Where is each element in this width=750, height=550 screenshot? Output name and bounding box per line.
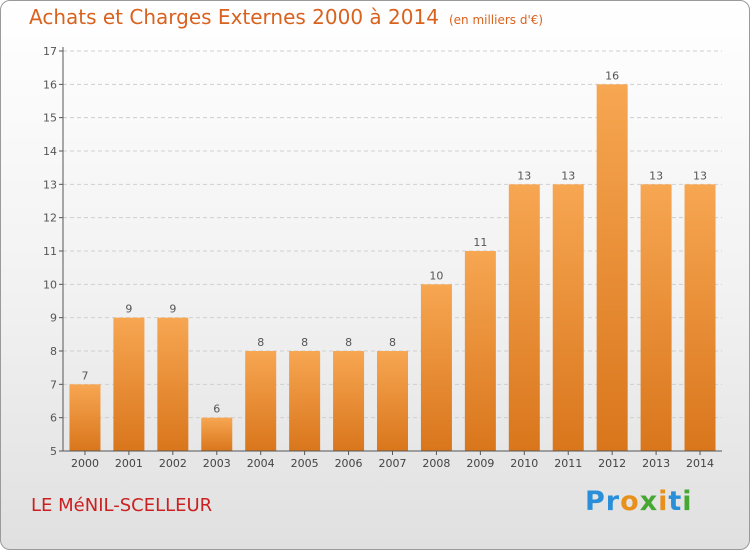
bar-2013 <box>640 184 672 452</box>
x-tick-label-2000: 2000 <box>71 457 99 470</box>
value-label-2005: 8 <box>301 336 308 349</box>
value-label-2008: 10 <box>429 269 443 282</box>
y-tick-label-13: 13 <box>43 178 57 191</box>
logo-letter-3: x <box>639 486 659 517</box>
bar-2000 <box>69 384 101 451</box>
value-label-2009: 11 <box>473 236 487 249</box>
x-tick-label-2005: 2005 <box>291 457 319 470</box>
y-tick-label-11: 11 <box>43 245 57 258</box>
x-tick-label-2011: 2011 <box>554 457 582 470</box>
logo-letter-1: r <box>605 486 621 517</box>
x-tick-label-2003: 2003 <box>203 457 231 470</box>
logo-letter-5: t <box>668 486 683 517</box>
bar-2014 <box>684 184 716 452</box>
logo-letter-2: o <box>620 486 640 517</box>
chart-unit: (en milliers d'€) <box>448 13 544 27</box>
logo-letter-0: P <box>585 486 606 517</box>
x-tick-label-2002: 2002 <box>159 457 187 470</box>
labels: 5 6 7 8 9 10 11 12 13 14 15 16 17 7 2000 9 2001 9 2002 6 200… <box>43 45 714 470</box>
y-tick-label-14: 14 <box>43 145 57 158</box>
y-tick-label-15: 15 <box>43 112 57 125</box>
bar-2002 <box>157 317 189 451</box>
value-label-2002: 9 <box>169 303 176 316</box>
y-tick-label-16: 16 <box>43 78 57 91</box>
x-tick-label-2004: 2004 <box>247 457 275 470</box>
y-tick-label-8: 8 <box>50 345 57 358</box>
x-tick-label-2012: 2012 <box>598 457 626 470</box>
x-tick-label-2014: 2014 <box>686 457 714 470</box>
x-tick-label-2009: 2009 <box>466 457 494 470</box>
bar-2010 <box>508 184 540 452</box>
value-label-2013: 13 <box>649 169 663 182</box>
y-tick-label-7: 7 <box>50 378 57 391</box>
x-tick-label-2006: 2006 <box>335 457 363 470</box>
chart-title: Achats et Charges Externes 2000 à 2014 (e… <box>29 5 543 29</box>
bars <box>69 84 716 452</box>
bar-2008 <box>420 284 452 451</box>
bar-2001 <box>113 317 145 451</box>
bar-2003 <box>201 417 233 451</box>
x-tick-label-2013: 2013 <box>642 457 670 470</box>
x-tick-label-2001: 2001 <box>115 457 143 470</box>
y-tick-label-5: 5 <box>50 445 57 458</box>
value-label-2011: 13 <box>561 169 575 182</box>
y-tick-label-9: 9 <box>50 312 57 325</box>
value-label-2000: 7 <box>81 369 88 382</box>
value-label-2014: 13 <box>693 169 707 182</box>
value-label-2012: 16 <box>605 69 619 82</box>
chart-title-text: Achats et Charges Externes 2000 à 2014 <box>29 5 439 29</box>
proxiti-logo: Proxiti <box>585 486 693 517</box>
bar-2011 <box>552 184 584 452</box>
value-label-2003: 6 <box>213 403 220 416</box>
y-tick-label-10: 10 <box>43 278 57 291</box>
y-tick-label-17: 17 <box>43 45 57 58</box>
value-label-2001: 9 <box>125 303 132 316</box>
bar-2005 <box>289 351 321 451</box>
value-label-2004: 8 <box>257 336 264 349</box>
y-tick-label-12: 12 <box>43 212 57 225</box>
x-tick-label-2008: 2008 <box>422 457 450 470</box>
value-label-2006: 8 <box>345 336 352 349</box>
axes <box>59 47 722 455</box>
bar-2007 <box>377 351 408 451</box>
logo-letter-4: i <box>658 486 669 517</box>
value-label-2007: 8 <box>389 336 396 349</box>
bar-2006 <box>333 351 365 451</box>
value-label-2010: 13 <box>517 169 531 182</box>
bar-2012 <box>596 84 628 451</box>
x-tick-label-2010: 2010 <box>510 457 538 470</box>
bar-2009 <box>464 251 496 451</box>
place-name: LE MéNIL-SCELLEUR <box>31 495 213 516</box>
bar-2004 <box>245 351 277 451</box>
logo-letter-6: i <box>682 486 693 517</box>
y-tick-label-6: 6 <box>50 412 57 425</box>
x-tick-label-2007: 2007 <box>379 457 407 470</box>
